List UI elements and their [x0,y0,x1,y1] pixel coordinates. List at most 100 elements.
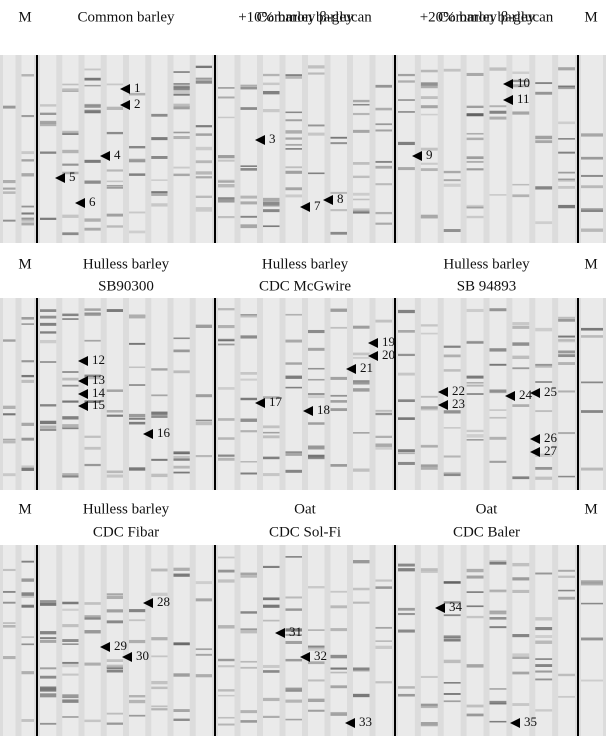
gel-band [443,639,461,642]
marker-label: M [18,501,31,517]
band-label: 22 [452,383,465,398]
gel-lane [489,545,507,736]
gel-band [466,615,484,619]
gel-band [62,214,79,218]
gel-band [240,628,257,631]
gel-band [240,397,257,401]
gel-band [581,209,603,213]
gel-band [84,218,101,222]
gel-band [218,116,235,119]
gel-band [330,711,347,714]
gel-band [240,107,257,110]
band-label: 26 [544,430,558,445]
gel-band [195,146,212,151]
gel-band [21,159,34,162]
gel-band [218,569,235,573]
gel-band [84,111,101,114]
band-label: 14 [92,385,106,400]
gel-band [218,216,235,219]
marker-label: M [18,256,31,272]
band-label: 28 [157,594,170,609]
gel-band [151,368,168,371]
band-arrow [78,376,88,386]
gel-band [308,679,325,682]
gel-band [353,601,370,604]
gel-band [443,427,461,429]
gel-band [535,664,553,667]
gel-band [263,201,280,205]
gel-band [285,699,302,703]
gel-lane [466,55,484,243]
band-label: 35 [524,714,537,729]
gel-band [466,439,484,441]
gel-band [285,362,302,365]
gel-band [398,167,415,171]
gel-band [512,325,530,329]
gel-band [195,171,212,175]
band-arrow [438,387,448,397]
gel-band [3,191,16,194]
gel-band [558,185,575,189]
gel-band [466,384,484,387]
gel-band [285,633,302,636]
gel-band [512,562,530,567]
band-label: 34 [449,599,463,614]
gel-band [173,93,190,96]
gel-band [62,149,79,154]
gel-band [129,384,146,386]
gel-lane [330,55,347,243]
gel-band [375,640,392,642]
band-label: 3 [269,131,276,146]
gel-lane [308,55,325,243]
gel-band [535,709,553,712]
gel-lane [84,545,101,736]
gel-band [443,635,461,638]
gel-band [218,339,235,342]
gel-lane [195,298,212,490]
gel-band [512,671,530,675]
gel-band [40,404,57,407]
gel-band [263,90,280,95]
gel-band [375,412,392,416]
gel-lane [375,298,392,490]
gel-band [84,463,101,467]
band-label: 18 [317,402,330,417]
gel-band [489,610,507,612]
gel-band [466,137,484,141]
gel-lane [558,55,575,243]
gel-band [218,723,235,726]
gel-band [21,219,34,222]
gel-band [263,715,280,718]
gel-band [84,104,101,108]
gel-band [558,151,575,154]
band-label: 9 [426,147,433,162]
gel-band [151,592,168,596]
gel-band [21,671,34,675]
gel-band [466,308,484,313]
band-label: 29 [114,638,127,653]
gel-band [535,140,553,144]
gel-band [21,594,34,598]
gel-band [535,658,553,661]
gel-band [263,604,280,608]
gel-band [308,647,325,651]
gel-band [151,193,168,196]
gel-band [240,461,257,463]
gel-band [443,472,461,477]
band-label: 32 [314,648,327,663]
gel-band [21,578,34,582]
gel-band [240,335,257,339]
gel-band [21,604,34,608]
gel-band [84,77,101,81]
gel-band [218,418,235,421]
gel-band [330,394,347,397]
gel-band [129,714,146,717]
gel-band [466,215,484,219]
gel-band [489,194,507,196]
gel-band [375,129,392,132]
gel-band [353,103,370,106]
gel-band [240,430,257,433]
gel-band [558,390,575,393]
gel-band [443,614,461,617]
gel-lane [3,55,16,243]
